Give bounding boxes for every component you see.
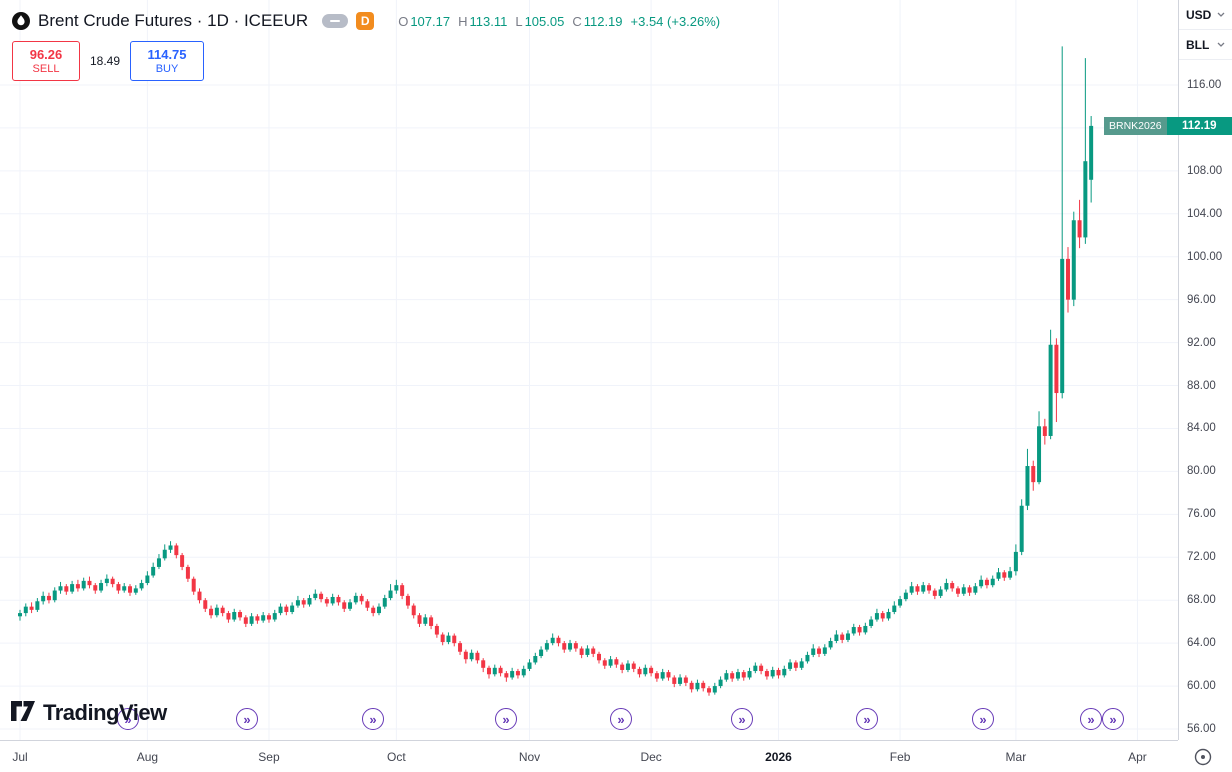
time-tick-label: Oct: [387, 750, 406, 764]
price-tick-label: 80.00: [1187, 465, 1216, 478]
price-tick-label: 56.00: [1187, 723, 1216, 735]
tradingview-logo[interactable]: TradingView: [10, 698, 167, 728]
price-tick-label: 84.00: [1187, 422, 1216, 435]
event-marker[interactable]: »: [731, 708, 753, 730]
exchange-logo-icon: [12, 12, 30, 30]
price-tick-label: 76.00: [1187, 508, 1216, 521]
contract-label: BRNK2026: [1104, 116, 1167, 135]
buy-price: 114.75: [147, 47, 187, 62]
price-tick-label: 108.00: [1187, 164, 1223, 177]
low-value: 105.05: [524, 13, 565, 29]
interval-badge[interactable]: D: [356, 12, 375, 30]
price-tick-label: 104.00: [1187, 207, 1223, 220]
open-value: 107.17: [410, 13, 451, 29]
price-axis[interactable]: USD BLL 116.00112.00108.00104.00100.0096…: [1104, 0, 1232, 740]
event-marker[interactable]: »: [1080, 708, 1102, 730]
last-price-badge: BRNK2026 112.19: [1104, 116, 1232, 135]
minus-icon: [330, 20, 341, 22]
event-marker[interactable]: »: [972, 708, 994, 730]
tradingview-mark-icon: [10, 700, 36, 727]
event-marker[interactable]: »: [236, 708, 258, 730]
unit-label: BLL: [1186, 37, 1210, 52]
time-axis[interactable]: Jul Aug Sep Oct Nov Dec 2026 Feb Mar Apr: [0, 740, 1178, 772]
price-tick-label: 60.00: [1187, 680, 1216, 693]
time-tick-label: 2026: [765, 750, 792, 764]
chevron-down-icon: [1217, 12, 1225, 17]
time-tick-label: Dec: [640, 750, 662, 764]
price-tick-label: 92.00: [1187, 336, 1216, 349]
open-label: O: [398, 13, 409, 29]
high-value: 113.11: [469, 13, 508, 29]
axis-settings-corner[interactable]: [1179, 741, 1232, 772]
chevron-down-icon: [1217, 42, 1225, 47]
symbol-title[interactable]: Brent Crude Futures · 1D · ICEEUR: [38, 11, 309, 30]
time-tick-label: Aug: [136, 750, 159, 764]
source-toggle-button[interactable]: [322, 14, 349, 28]
candlestick-chart[interactable]: [0, 0, 1178, 740]
chart-legend: Brent Crude Futures · 1D · ICEEUR D O 107…: [12, 11, 720, 31]
event-marker[interactable]: »: [117, 708, 139, 730]
buy-label: BUY: [155, 63, 179, 75]
event-marker[interactable]: »: [495, 708, 517, 730]
event-marker[interactable]: »: [610, 708, 632, 730]
price-tick-label: 64.00: [1187, 637, 1216, 650]
time-tick-label: Nov: [518, 750, 541, 764]
low-label: L: [515, 13, 523, 29]
time-tick-label: Mar: [1005, 750, 1027, 764]
price-tick-label: 68.00: [1187, 594, 1216, 607]
last-price-label: 112.19: [1166, 116, 1232, 135]
event-marker[interactable]: »: [856, 708, 878, 730]
price-tick-label: 88.00: [1187, 379, 1216, 392]
time-tick-label: Feb: [889, 750, 911, 764]
price-tick-label: 72.00: [1187, 551, 1216, 564]
spread-value: 18.49: [80, 41, 130, 81]
sell-label: SELL: [32, 63, 60, 75]
close-label: C: [572, 13, 582, 29]
buy-button[interactable]: 114.75 BUY: [130, 41, 204, 81]
price-tick-label: 100.00: [1187, 250, 1223, 263]
trade-panel: 96.26 SELL 18.49 114.75 BUY: [12, 41, 204, 81]
unit-dropdown[interactable]: BLL: [1179, 30, 1232, 60]
time-tick-label: Sep: [258, 750, 280, 764]
event-marker[interactable]: »: [362, 708, 384, 730]
close-value: 112.19: [583, 13, 623, 29]
price-tick-label: 96.00: [1187, 293, 1216, 306]
event-marker[interactable]: »: [1102, 708, 1124, 730]
currency-label: USD: [1186, 7, 1212, 22]
ohlc-readout: O 107.17 H 113.11 L 105.05 C 112.19 +3.54 (+…: [390, 14, 720, 29]
high-label: H: [458, 13, 468, 29]
change-value: +3.54 (+3.26%): [630, 13, 721, 29]
price-tick-label: 116.00: [1187, 79, 1222, 91]
sell-price: 96.26: [29, 47, 63, 62]
tradingview-wordmark: TradingView: [43, 700, 167, 725]
time-tick-label: Apr: [1128, 750, 1147, 764]
time-tick-label: Jul: [12, 750, 28, 764]
sell-button[interactable]: 96.26 SELL: [12, 41, 80, 81]
crosshair-target-icon: [1194, 748, 1212, 765]
currency-dropdown[interactable]: USD: [1179, 0, 1232, 30]
